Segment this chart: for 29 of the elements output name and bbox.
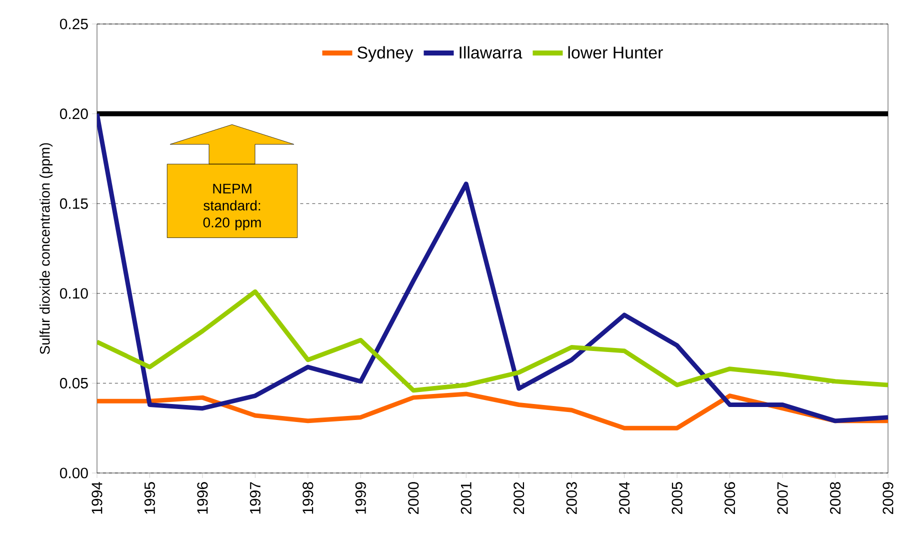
x-tick-label: 2000 bbox=[408, 482, 419, 514]
x-tick-label: 1994 bbox=[92, 482, 102, 514]
y-tick-label: 0.05 bbox=[60, 378, 88, 388]
y-tick-label: 0.20 bbox=[60, 108, 88, 120]
x-tick-label: 1999 bbox=[355, 482, 366, 514]
y-tick-label: 0.25 bbox=[60, 18, 88, 30]
line-series bbox=[97, 112, 888, 424]
y-axis-title: Sulfur dioxide concentration (ppm) bbox=[40, 143, 53, 354]
x-tick-label: 2008 bbox=[830, 482, 841, 514]
annotation: NEPM standard: 0.20 ppm bbox=[203, 184, 261, 230]
x-tick-label: 1998 bbox=[302, 482, 314, 514]
x-tick-label: 2002 bbox=[514, 482, 524, 514]
y-tick-label: 0.00 bbox=[60, 468, 88, 478]
x-tick-label: 2001 bbox=[460, 482, 472, 514]
y-tick-label: 0.10 bbox=[60, 288, 88, 299]
x-tick-label: 2005 bbox=[672, 482, 682, 514]
legend-label: Illawarra bbox=[460, 46, 522, 59]
x-tick-label: 1997 bbox=[250, 482, 260, 514]
x-tick-label: 2007 bbox=[777, 482, 788, 514]
x-tick-label: 2006 bbox=[724, 482, 736, 514]
line-series bbox=[97, 289, 888, 393]
x-tick-label: 2003 bbox=[566, 482, 577, 514]
x-tick-label: 2004 bbox=[619, 482, 630, 514]
x-tick-label: 1996 bbox=[197, 482, 208, 514]
legend-label: Sydney bbox=[358, 46, 414, 62]
x-tick-label: 2009 bbox=[882, 482, 894, 514]
x-tick-label: 1995 bbox=[144, 482, 156, 514]
legend-label: lower Hunter bbox=[568, 46, 663, 59]
y-tick-label: 0.15 bbox=[60, 198, 88, 209]
